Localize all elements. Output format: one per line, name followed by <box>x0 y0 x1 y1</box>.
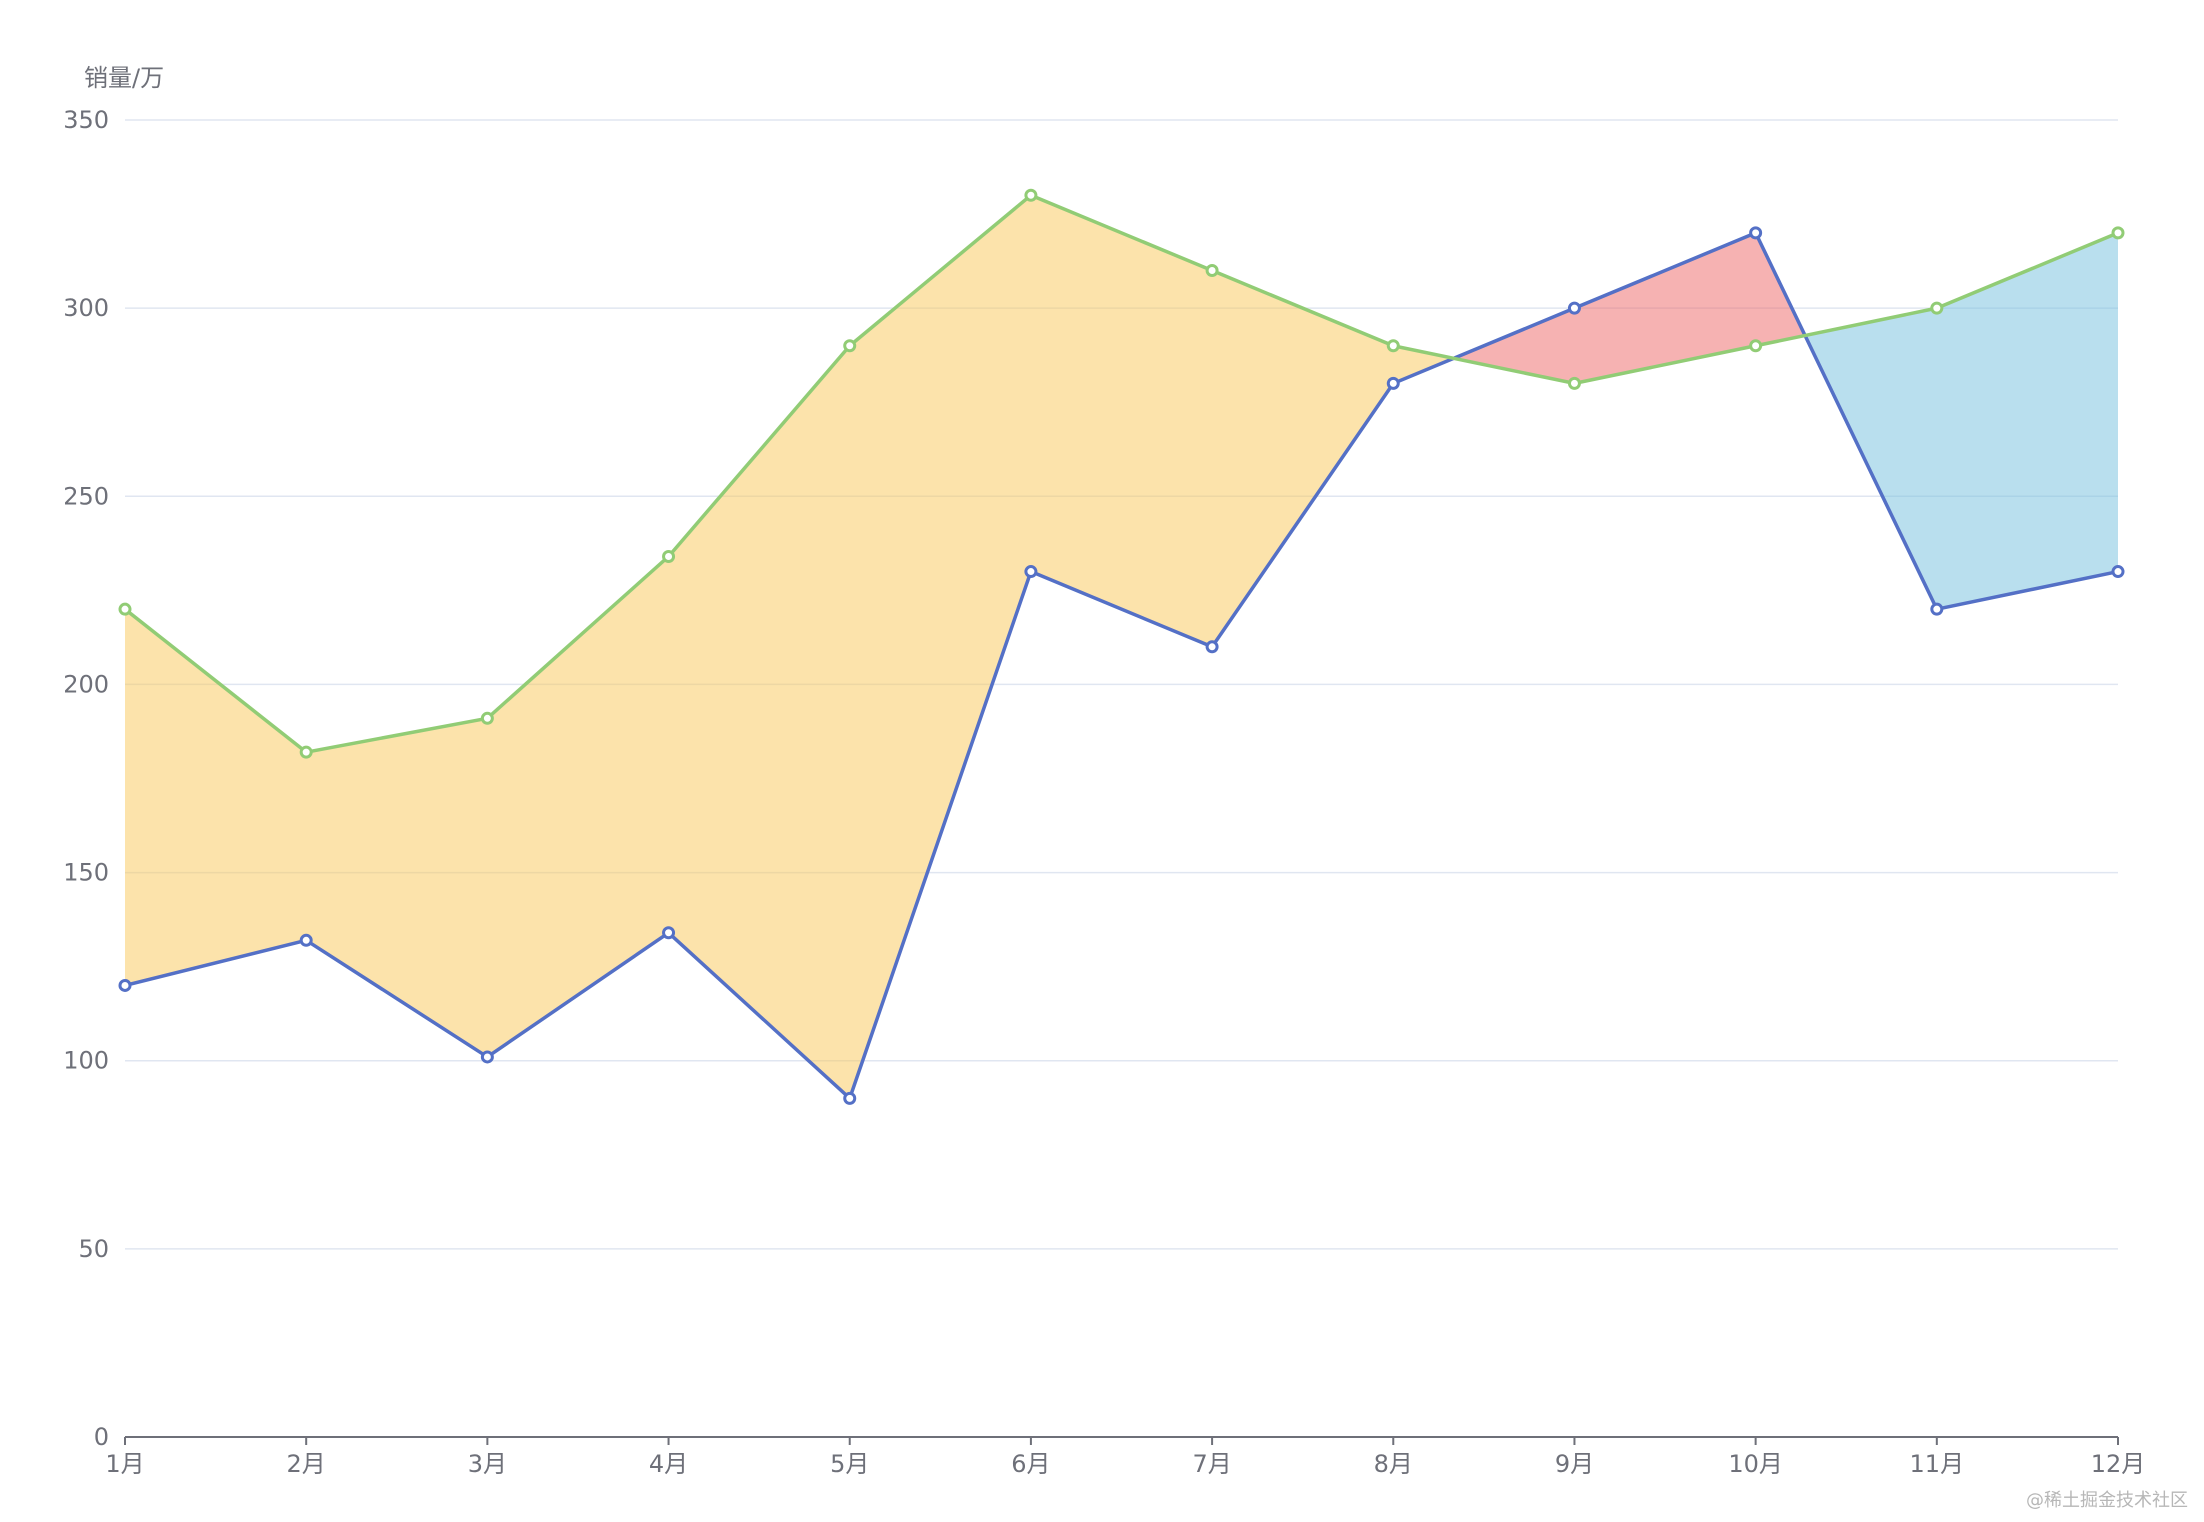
data-point[interactable] <box>1205 264 1219 278</box>
x-tick-label: 3月 <box>468 1450 507 1478</box>
data-point[interactable] <box>843 1091 857 1105</box>
data-point[interactable] <box>2111 565 2125 579</box>
data-point[interactable] <box>1749 226 1763 240</box>
x-tick-label: 4月 <box>649 1450 688 1478</box>
y-tick-label: 50 <box>78 1235 109 1263</box>
data-point[interactable] <box>1749 339 1763 353</box>
data-point[interactable] <box>1567 301 1581 315</box>
data-point[interactable] <box>843 339 857 353</box>
x-tick-label: 8月 <box>1374 1450 1413 1478</box>
y-tick-label: 150 <box>63 859 109 887</box>
data-point[interactable] <box>662 549 676 563</box>
data-point[interactable] <box>1024 188 1038 202</box>
y-tick-label: 100 <box>63 1047 109 1075</box>
data-point[interactable] <box>299 933 313 947</box>
x-tick-label: 6月 <box>1011 1450 1050 1478</box>
data-point[interactable] <box>480 1050 494 1064</box>
x-tick-label: 12月 <box>2091 1450 2146 1478</box>
y-tick-label: 350 <box>63 106 109 134</box>
data-point[interactable] <box>2111 226 2125 240</box>
band-fill-3 <box>1805 232 2118 610</box>
y-tick-label: 250 <box>63 482 109 510</box>
series-lines <box>118 188 2125 1105</box>
data-point[interactable] <box>1205 640 1219 654</box>
x-tick-label: 7月 <box>1192 1450 1231 1478</box>
x-tick-label: 1月 <box>105 1450 144 1478</box>
y-axis-title: 销量/万 <box>84 64 165 92</box>
fill-areas <box>125 195 2118 1099</box>
watermark: @稀土掘金技术社区 <box>2026 1490 2188 1511</box>
data-point[interactable] <box>118 978 132 992</box>
y-tick-label: 0 <box>94 1423 109 1451</box>
data-point[interactable] <box>1024 565 1038 579</box>
x-tick-label: 9月 <box>1555 1450 1594 1478</box>
data-point[interactable] <box>480 711 494 725</box>
y-tick-label: 200 <box>63 670 109 698</box>
data-point[interactable] <box>662 926 676 940</box>
x-tick-label: 10月 <box>1728 1450 1783 1478</box>
data-point[interactable] <box>1930 602 1944 616</box>
x-tick-label: 2月 <box>287 1450 326 1478</box>
data-point[interactable] <box>1386 339 1400 353</box>
data-point[interactable] <box>299 745 313 759</box>
y-tick-label: 300 <box>63 294 109 322</box>
x-axis <box>124 1436 2119 1445</box>
band-fill-1 <box>125 195 1454 1099</box>
data-point[interactable] <box>1386 376 1400 390</box>
data-point[interactable] <box>118 602 132 616</box>
series-line-1 <box>124 231 2119 1101</box>
tick-labels: 0 50 100 150 200 250 300 350 1月 2月 3月 4月 5月 6月 7月 8月 9月 1… <box>63 106 2145 1478</box>
x-tick-label: 5月 <box>830 1450 869 1478</box>
data-point[interactable] <box>1930 301 1944 315</box>
data-point[interactable] <box>1567 376 1581 390</box>
band-fill-2 <box>1453 232 1806 384</box>
x-tick-label: 11月 <box>1910 1450 1965 1478</box>
series-line-2 <box>123 193 2119 754</box>
